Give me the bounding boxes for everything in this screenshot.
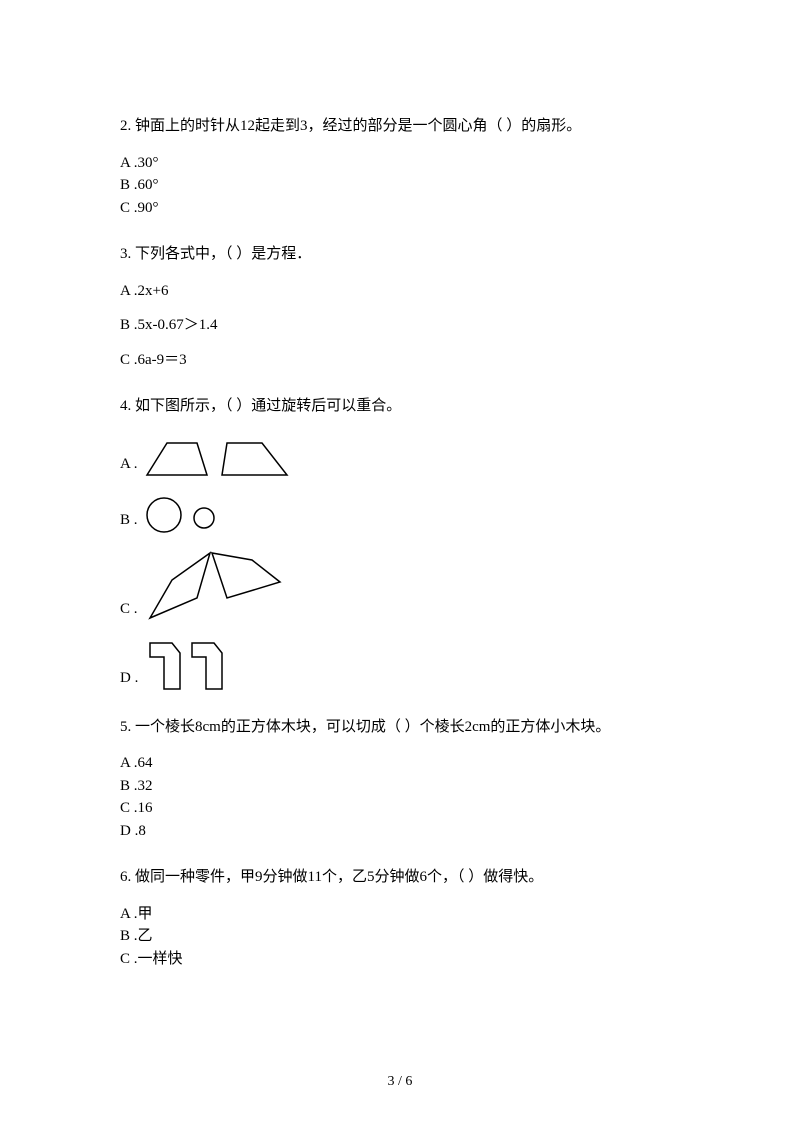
q4-option-d: D . <box>120 639 680 694</box>
q4-label-b: B . <box>120 509 138 536</box>
q4-label-d: D . <box>120 667 138 694</box>
flag-pair-icon <box>142 639 242 694</box>
question-5-options: A .64 B .32 C .16 D .8 <box>120 752 680 842</box>
question-6-text: 6. 做同一种零件，甲9分钟做11个，乙5分钟做6个，（ ）做得快。 <box>120 866 680 889</box>
q3-option-a: A .2x+6 <box>120 280 680 303</box>
q3-option-c: C .6a-9＝3 <box>120 349 680 372</box>
q2-option-b: B .60° <box>120 174 680 197</box>
q6-option-b: B .乙 <box>120 925 680 948</box>
circle-pair-icon <box>142 494 242 536</box>
q2-option-c: C .90° <box>120 197 680 220</box>
q4-option-a: A . <box>120 438 680 480</box>
question-5-text: 5. 一个棱长8cm的正方体木块，可以切成（ ）个棱长2cm的正方体小木块。 <box>120 716 680 739</box>
q3-option-b: B .5x-0.67＞1.4 <box>120 314 680 337</box>
q4-label-a: A . <box>120 453 138 480</box>
q5-option-c: C .16 <box>120 797 680 820</box>
q4-option-c: C . <box>120 550 680 625</box>
kite-pair-icon <box>142 550 292 625</box>
q4-label-c: C . <box>120 598 138 625</box>
question-6-options: A .甲 B .乙 C .一样快 <box>120 903 680 971</box>
trapezoid-pair-icon <box>142 438 292 480</box>
question-3-text: 3. 下列各式中，（ ）是方程． <box>120 243 680 266</box>
question-3-options: A .2x+6 B .5x-0.67＞1.4 C .6a-9＝3 <box>120 280 680 372</box>
page-number: 3 / 6 <box>0 1071 800 1092</box>
q5-option-a: A .64 <box>120 752 680 775</box>
q2-option-a: A .30° <box>120 152 680 175</box>
q5-option-d: D .8 <box>120 820 680 843</box>
question-4-text: 4. 如下图所示，（ ）通过旋转后可以重合。 <box>120 395 680 418</box>
q6-option-c: C .一样快 <box>120 948 680 971</box>
q4-option-b: B . <box>120 494 680 536</box>
question-2-text: 2. 钟面上的时针从12起走到3，经过的部分是一个圆心角（ ）的扇形。 <box>120 115 680 138</box>
q6-option-a: A .甲 <box>120 903 680 926</box>
q5-option-b: B .32 <box>120 775 680 798</box>
question-2-options: A .30° B .60° C .90° <box>120 152 680 220</box>
